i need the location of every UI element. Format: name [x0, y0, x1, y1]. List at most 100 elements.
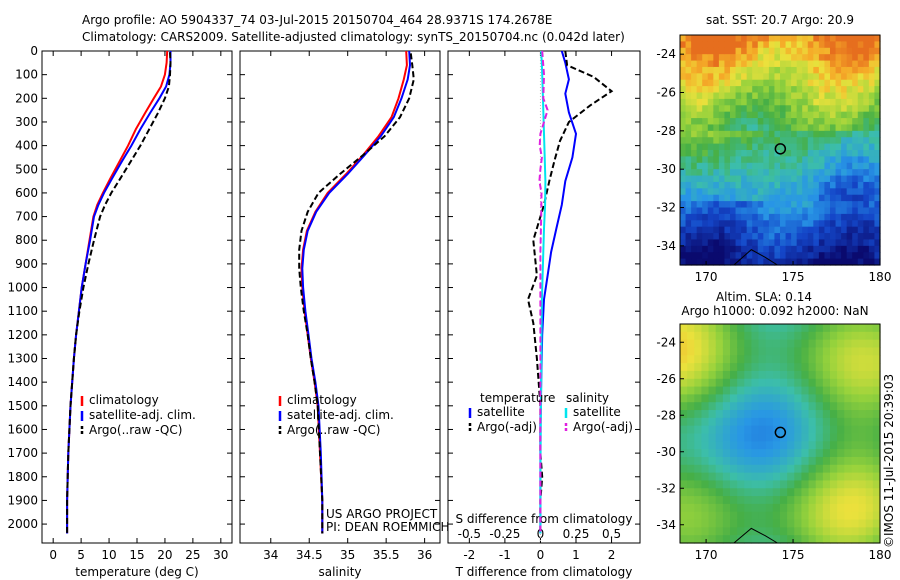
map-cell [780, 347, 788, 356]
map-cell [791, 245, 798, 253]
map-cell [858, 331, 867, 341]
map-cell [757, 175, 764, 183]
map-cell [713, 124, 720, 132]
map-cell [808, 441, 817, 450]
map-cell [680, 60, 687, 68]
map-cell [837, 378, 845, 388]
map-cell [701, 394, 710, 403]
map-cell [872, 324, 881, 333]
map-cell [815, 535, 824, 544]
map-cell [808, 488, 817, 497]
map-cell [752, 213, 759, 221]
map-cell [730, 35, 737, 42]
map-cell [852, 47, 859, 55]
map-cell [865, 425, 874, 435]
map-cell [751, 472, 760, 482]
map-cell [844, 339, 853, 349]
map-cell [818, 252, 826, 260]
map-cell [874, 47, 881, 55]
series-line-argo-raw-qc- [298, 53, 415, 534]
map-cell [680, 181, 687, 189]
map-cell [768, 98, 776, 106]
map-cell [680, 252, 687, 260]
map-cell [757, 207, 764, 215]
map-cell [835, 79, 842, 87]
map-cell [830, 386, 838, 395]
map-cell [808, 370, 817, 380]
map-cell [680, 188, 687, 196]
map-cell [802, 226, 809, 234]
map-cell [763, 143, 770, 151]
map-cell [772, 331, 781, 341]
map-cell [685, 118, 692, 126]
map-cell [685, 156, 692, 164]
map-cell [837, 370, 845, 380]
map-cell [730, 402, 738, 411]
map-cell [830, 417, 838, 427]
map-cell [846, 156, 853, 164]
map-cell [868, 156, 876, 164]
map-cell [680, 220, 687, 228]
map-cell [801, 449, 810, 458]
map-cell [785, 73, 792, 81]
map-cell [741, 181, 748, 189]
map-cell [696, 137, 703, 145]
map-cell [785, 175, 792, 183]
x-tick-label: 1 [572, 548, 580, 562]
map-cell [694, 519, 703, 528]
map-cell [763, 226, 770, 234]
map-cell [737, 363, 745, 372]
map-cell [824, 162, 831, 170]
map-cell [752, 258, 759, 266]
map-cell [801, 347, 810, 356]
map-cell [785, 130, 792, 138]
map-cell [763, 86, 770, 94]
map-cell [796, 201, 803, 209]
map-cell [691, 239, 698, 247]
map-cell [741, 194, 748, 202]
map-cell [835, 245, 842, 253]
map-cell [835, 188, 842, 196]
map-cell [680, 92, 687, 100]
map-cell [835, 35, 842, 42]
map-cell [701, 488, 710, 497]
map-cell [813, 130, 820, 138]
map-cell [841, 143, 848, 151]
map-cell [851, 480, 860, 489]
map-cell [851, 425, 860, 435]
map-cell [746, 245, 753, 253]
map-cell [691, 105, 698, 113]
map-cell [801, 378, 810, 388]
map-cell [685, 188, 692, 196]
map-cell [858, 503, 867, 513]
map-cell [696, 207, 703, 215]
map-cell [735, 124, 742, 132]
map-cell [718, 156, 726, 164]
map-cell [851, 394, 860, 403]
map-cell [680, 245, 687, 253]
map-cell [741, 201, 748, 209]
map-cell [852, 66, 859, 74]
map-cell [815, 324, 824, 333]
map-cell [874, 35, 881, 42]
map-cell [830, 355, 838, 364]
map-cell [680, 402, 688, 411]
map-cell [872, 441, 881, 450]
map-cell [751, 433, 760, 442]
map-cell [687, 386, 695, 395]
map-cell [763, 201, 770, 209]
map-cell [702, 213, 709, 221]
map-cell [724, 73, 731, 81]
map-cell [757, 105, 764, 113]
map-cell [752, 239, 759, 247]
map-cell [857, 181, 864, 189]
map-cell [718, 35, 726, 42]
map-cell [780, 511, 788, 521]
map-cell [715, 511, 724, 521]
map-cell [863, 118, 870, 126]
map-cell [813, 111, 820, 119]
map-cell [813, 188, 820, 196]
map-cell [822, 363, 831, 372]
map-cell [844, 472, 853, 482]
map-cell [868, 162, 876, 170]
